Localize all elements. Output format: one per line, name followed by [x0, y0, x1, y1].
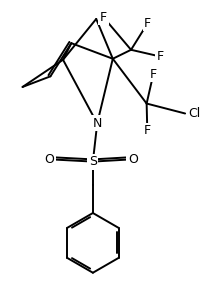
Text: S: S: [88, 155, 96, 168]
Text: F: F: [149, 68, 156, 81]
Text: O: O: [127, 153, 137, 166]
Text: F: F: [143, 124, 150, 137]
Text: Cl: Cl: [187, 107, 199, 120]
Text: N: N: [92, 117, 101, 130]
Text: F: F: [156, 50, 163, 63]
Text: O: O: [44, 153, 54, 166]
Text: F: F: [143, 17, 150, 30]
Text: F: F: [99, 11, 106, 24]
